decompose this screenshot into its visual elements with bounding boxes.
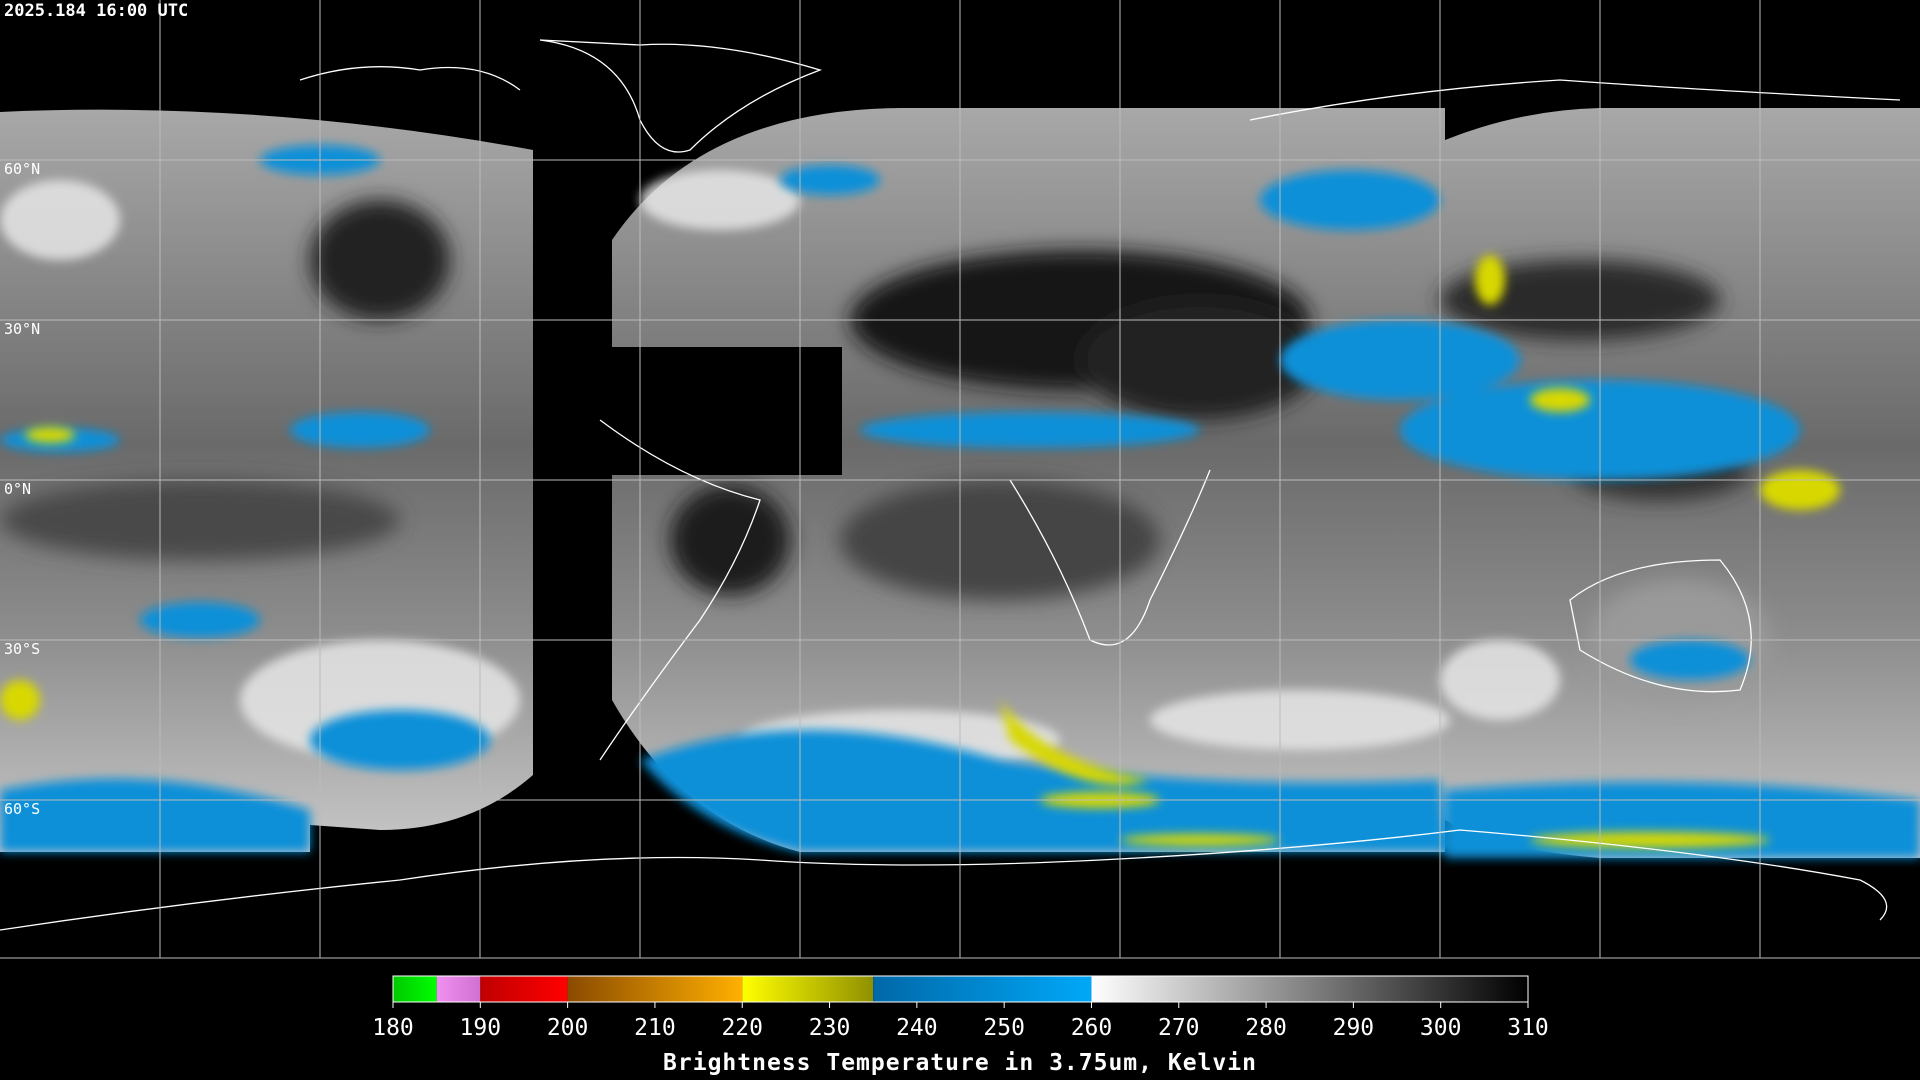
colorbar-segment <box>480 976 568 1002</box>
colorbar-tick-label: 290 <box>1333 1015 1375 1041</box>
colorbar-tick-label: 180 <box>372 1015 414 1041</box>
colorbar-tick-label: 200 <box>547 1015 589 1041</box>
colorbar-tick-label: 210 <box>634 1015 676 1041</box>
colorbar-title: Brightness Temperature in 3.75um, Kelvin <box>663 1050 1257 1076</box>
colorbar-tick-label: 310 <box>1507 1015 1549 1041</box>
lat-labels: 60°N 30°N 0°N 30°S 60°S <box>4 160 40 818</box>
colorbar-segment <box>393 976 437 1002</box>
timestamp: 2025.184 16:00 UTC <box>4 1 188 21</box>
colorbar: 180 190 200 210 220 230 240 250 260 270 280 290 300 3… <box>372 975 1549 1041</box>
lat-label: 30°N <box>4 320 40 338</box>
colorbar-tick-label: 300 <box>1420 1015 1462 1041</box>
coastlines <box>0 39 1901 931</box>
lat-label: 60°N <box>4 160 40 178</box>
colorbar-tick-label: 190 <box>460 1015 502 1041</box>
lat-label: 30°S <box>4 640 40 658</box>
colorbar-segment <box>1091 976 1528 1002</box>
no-data-block <box>612 347 842 475</box>
colorbar-tick-label: 260 <box>1071 1015 1113 1041</box>
colorbar-segment <box>742 976 874 1002</box>
cold-tops <box>0 145 1920 858</box>
colorbar-segment <box>436 976 481 1002</box>
colorbar-frame <box>392 975 1529 1003</box>
colorbar-tick-label: 230 <box>809 1015 851 1041</box>
colorbar-tick-label: 240 <box>896 1015 938 1041</box>
colorbar-tick-label: 270 <box>1158 1015 1200 1041</box>
graticule <box>0 0 1920 959</box>
colorbar-tick-label: 220 <box>721 1015 763 1041</box>
colorbar-segment <box>567 976 743 1002</box>
colorbar-tick-label: 280 <box>1245 1015 1287 1041</box>
lat-label: 0°N <box>4 480 31 498</box>
lat-label: 60°S <box>4 800 40 818</box>
colorbar-tick-label: 250 <box>983 1015 1025 1041</box>
colorbar-segment <box>873 976 1092 1002</box>
very-cold-tops <box>0 255 1840 848</box>
